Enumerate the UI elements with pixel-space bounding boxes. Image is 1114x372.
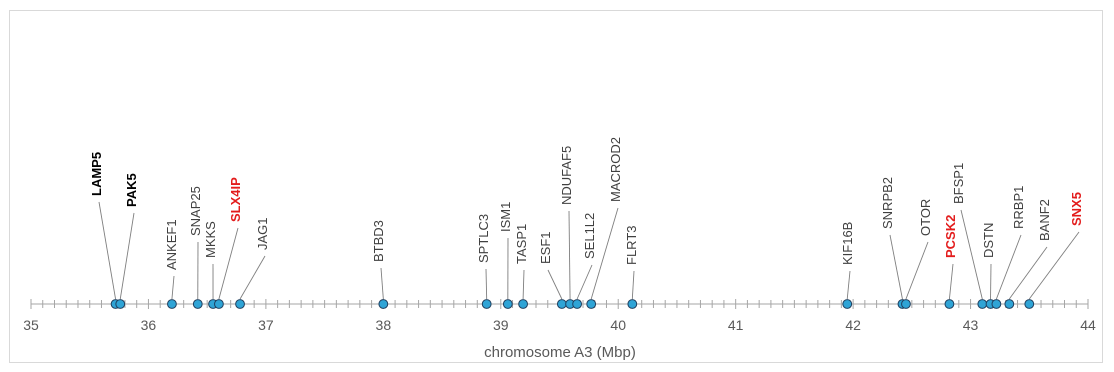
leader-line xyxy=(547,269,563,300)
x-tick-label: 40 xyxy=(610,317,626,333)
x-tick-label: 41 xyxy=(728,317,744,333)
gene-label: RRBP1 xyxy=(1011,186,1026,229)
leader-line xyxy=(239,255,266,300)
gene-point xyxy=(901,299,911,309)
gene-point xyxy=(192,299,203,309)
leader-line xyxy=(948,263,954,300)
gene-point xyxy=(214,299,224,309)
leader-line xyxy=(522,269,525,300)
gene-label: DSTN xyxy=(981,223,996,258)
gene-label: ANKEF1 xyxy=(164,219,179,270)
gene-point xyxy=(586,299,597,309)
leader-line xyxy=(1028,231,1080,300)
gene-point xyxy=(235,299,245,309)
gene-label: SLX4IP xyxy=(228,177,243,222)
gene-label: PCSK2 xyxy=(943,215,958,258)
gene-label: OTOR xyxy=(918,199,933,236)
x-axis: 35 36 37 38 39 40 41 42 43 44 xyxy=(23,299,1096,333)
leader-line xyxy=(995,234,1022,300)
x-tick-label: 39 xyxy=(493,317,509,333)
x-tick-label: 36 xyxy=(141,317,157,333)
leader-line xyxy=(1008,246,1048,300)
gene-label: BFSP1 xyxy=(951,163,966,204)
gene-label: BTBD3 xyxy=(371,220,386,262)
gene-point xyxy=(1004,299,1015,309)
gene-point xyxy=(944,299,955,309)
gene-point xyxy=(572,299,583,309)
gene-point xyxy=(502,299,513,309)
gene-label: PAK5 xyxy=(124,173,139,207)
gene-label: JAG1 xyxy=(255,217,270,250)
gene-label: ISM1 xyxy=(498,202,513,232)
gene-label: MKKS xyxy=(203,221,218,258)
gene-label: BANF2 xyxy=(1037,199,1052,241)
x-tick-label: 35 xyxy=(23,317,39,333)
leader-line xyxy=(960,209,983,300)
gene-label: SNAP25 xyxy=(188,186,203,236)
leader-line xyxy=(485,268,488,300)
x-tick-label: 43 xyxy=(963,317,979,333)
gene-label: TASP1 xyxy=(514,224,529,264)
gene-point xyxy=(167,299,177,309)
gene-label: SEL1L2 xyxy=(582,213,597,259)
leader-line xyxy=(889,234,903,300)
gene-label: ESF1 xyxy=(538,231,553,264)
gene-point xyxy=(378,299,389,309)
gene-label: SPTLC3 xyxy=(476,214,491,263)
leader-line xyxy=(218,227,239,300)
gene-label: SNRPB2 xyxy=(880,177,895,229)
gene-point xyxy=(1024,299,1035,309)
gene-point xyxy=(842,299,853,309)
x-tick-label: 37 xyxy=(258,317,274,333)
gene-point xyxy=(627,299,638,309)
leader-line xyxy=(905,241,929,300)
gene-point xyxy=(556,299,567,309)
leader-line xyxy=(590,207,619,300)
gene-label: LAMP5 xyxy=(89,152,104,196)
gene-label: NDUFAF5 xyxy=(559,146,574,205)
leader-lines xyxy=(98,201,1080,300)
x-tick-label: 38 xyxy=(376,317,392,333)
x-axis-label: chromosome A3 (Mbp) xyxy=(484,344,636,361)
leader-line xyxy=(98,201,117,300)
gene-label: MACROD2 xyxy=(608,137,623,202)
chart-frame xyxy=(9,10,1103,363)
leader-line xyxy=(380,267,384,300)
leader-line xyxy=(171,275,175,300)
leader-line xyxy=(119,212,135,300)
gene-label: SNX5 xyxy=(1069,192,1084,226)
leader-line xyxy=(846,270,851,300)
gene-point xyxy=(977,299,988,309)
gene-points xyxy=(110,299,1035,309)
x-tick-label: 44 xyxy=(1080,317,1096,333)
leader-line xyxy=(631,270,635,300)
leader-line xyxy=(568,210,571,300)
gene-point xyxy=(115,299,126,309)
gene-point xyxy=(518,299,528,309)
gene-label: KIF16B xyxy=(840,222,855,265)
x-tick-label: 42 xyxy=(845,317,861,333)
gene-point xyxy=(991,299,1002,309)
gene-point xyxy=(481,299,492,309)
leader-line xyxy=(576,264,593,300)
gene-label: FLRT3 xyxy=(624,226,639,266)
